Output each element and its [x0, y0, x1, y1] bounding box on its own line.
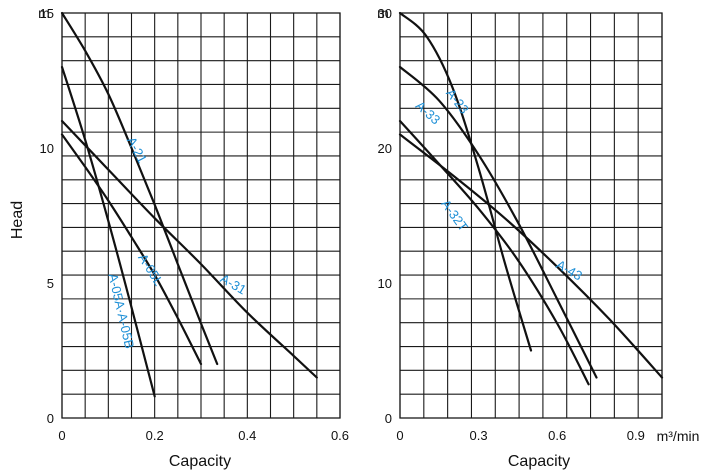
x-axis-title: Capacity	[508, 453, 570, 470]
x-tick-label: 0.2	[146, 428, 164, 443]
series-line-a-32t	[398, 119, 590, 386]
series-line-a-05l	[60, 133, 203, 366]
x-tick-label: 0.9	[627, 428, 645, 443]
series-label-a-32t: A-32T	[438, 197, 471, 235]
series-label-a-33: A-33	[413, 98, 443, 128]
x-tick-label: 0	[58, 428, 65, 443]
plot-frame	[399, 12, 663, 419]
grid-lines	[399, 12, 663, 419]
plot-frame	[61, 12, 341, 419]
series-label-a-21: A-21	[124, 134, 150, 165]
x-axis-title: Capacity	[169, 453, 231, 470]
x-tick-label: 0.6	[548, 428, 566, 443]
series-label-a-05l: A-05L	[135, 251, 166, 288]
x-tick-label: 0.4	[238, 428, 256, 443]
series-line-a-43	[398, 133, 664, 379]
y-tick-label: 10	[40, 141, 54, 156]
series-line-a-31	[60, 119, 318, 379]
y-tick-label: 15	[40, 6, 54, 21]
y-tick-label: 5	[47, 276, 54, 291]
series-line-a-05a-a-05b	[60, 65, 156, 398]
y-tick-label: 30	[378, 6, 392, 21]
y-unit-label: m	[377, 5, 389, 21]
grid-lines	[61, 12, 341, 419]
x-tick-label: 0.3	[470, 428, 488, 443]
series-line-a-33	[398, 65, 598, 379]
series-line-a-23	[398, 11, 533, 352]
x-tick-label: 0.6	[331, 428, 349, 443]
y-unit-label: m	[38, 5, 50, 21]
series-line-a-21	[60, 11, 219, 366]
y-tick-label: 0	[385, 411, 392, 426]
y-tick-label: 0	[47, 411, 54, 426]
y-tick-label: 20	[378, 141, 392, 156]
y-tick-label: 10	[378, 276, 392, 291]
x-unit-label: m³/min	[657, 428, 700, 444]
x-tick-label: 0	[396, 428, 403, 443]
y-axis-title: Head	[9, 201, 26, 239]
